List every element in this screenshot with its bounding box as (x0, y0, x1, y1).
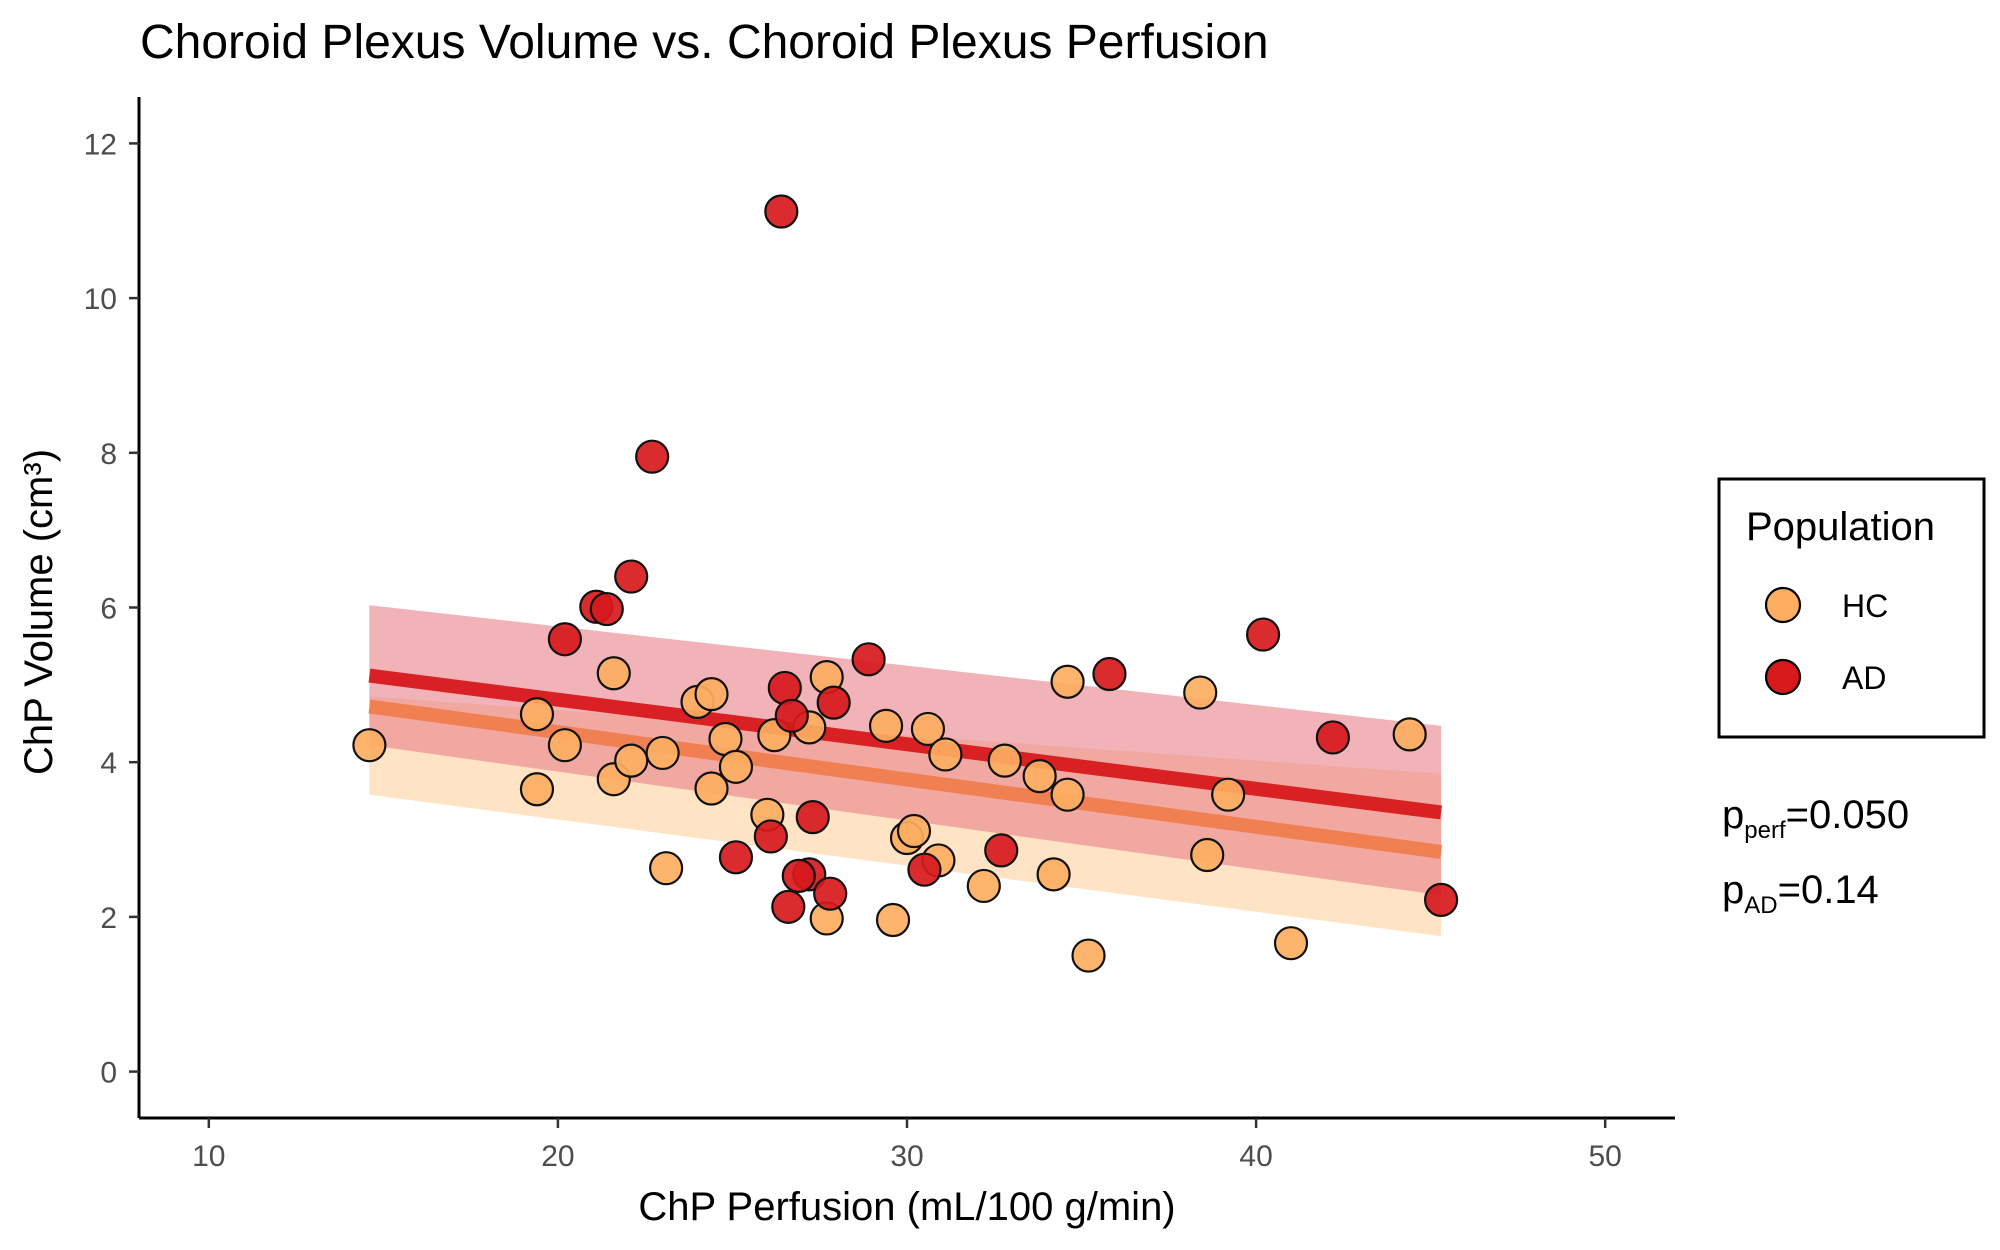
fit-line-hc (368, 699, 1443, 859)
point-hc (1071, 938, 1106, 973)
y-tick-label: 10 (84, 283, 117, 316)
point-ad (767, 670, 802, 706)
point-ad (753, 819, 788, 854)
y-axis-label: ChP Volume (cm³) (17, 449, 61, 775)
point-hc (928, 737, 963, 772)
point-ad (1245, 617, 1281, 652)
point-ad (1315, 720, 1350, 755)
point-hc (1183, 675, 1218, 710)
y-tick-label: 6 (100, 593, 117, 626)
point-hc (718, 749, 754, 784)
y-tick-label: 12 (84, 128, 117, 161)
point-ad (589, 591, 624, 627)
point-ad (984, 833, 1019, 868)
point-ad (813, 876, 848, 911)
y-axis-ticks: 0 2 4 6 8 10 12 (84, 128, 139, 1090)
point-hc (519, 772, 555, 807)
point-ad (781, 858, 816, 893)
point-hc (694, 677, 729, 712)
legend-title: Population (1746, 505, 1935, 549)
point-ad (907, 852, 942, 887)
p-value-perf-subscript: perf (1744, 817, 1786, 844)
point-ad (771, 889, 806, 924)
point-hc (1190, 837, 1225, 873)
point-ad (774, 698, 809, 733)
regression-lines (368, 668, 1443, 859)
point-ad (614, 559, 649, 594)
point-ad (718, 840, 754, 875)
point-ad (816, 685, 851, 720)
legend-box (1717, 477, 1986, 739)
point-hc (987, 743, 1022, 778)
point-ad (547, 622, 582, 657)
point-hc (1036, 857, 1071, 892)
point-ad (1424, 882, 1459, 917)
point-hc (896, 813, 932, 849)
x-tick-label: 10 (192, 1140, 225, 1173)
point-hc (1273, 926, 1309, 961)
y-tick-label: 2 (100, 902, 117, 935)
p-value-ad-symbol: p (1722, 868, 1744, 912)
point-hc (1050, 664, 1085, 699)
point-hc (352, 728, 387, 763)
point-hc (614, 743, 649, 778)
y-tick-label: 0 (100, 1057, 117, 1090)
point-hc (875, 902, 911, 938)
p-value-ad: pAD=0.14 (1722, 868, 1879, 919)
point-hc (596, 656, 631, 691)
point-hc (1211, 777, 1246, 812)
p-value-perf-symbol: p (1722, 793, 1744, 837)
y-tick-label: 4 (100, 747, 117, 780)
data-points (352, 194, 1459, 973)
x-tick-label: 20 (541, 1140, 574, 1173)
x-axis-label: ChP Perfusion (mL/100 g/min) (638, 1185, 1175, 1229)
x-axis-ticks: 10 20 30 40 50 (192, 1118, 1622, 1173)
legend-label-ad: AD (1842, 660, 1886, 696)
chart-title: Choroid Plexus Volume vs. Choroid Plexus… (140, 16, 1269, 69)
p-value-perf-value: =0.050 (1786, 793, 1909, 837)
legend-marker-hc (1764, 586, 1802, 624)
point-hc (547, 728, 582, 763)
legend-label-hc: HC (1842, 588, 1888, 624)
point-hc (1022, 759, 1057, 794)
point-hc (1392, 717, 1427, 752)
y-tick-label: 8 (100, 438, 117, 471)
x-tick-label: 30 (890, 1140, 923, 1173)
point-hc (868, 708, 904, 743)
confidence-bands (369, 605, 1442, 937)
point-hc (694, 771, 729, 806)
point-ad (764, 194, 799, 229)
point-ad (1092, 656, 1127, 692)
x-tick-label: 50 (1588, 1140, 1621, 1173)
p-value-ad-subscript: AD (1744, 892, 1777, 919)
p-value-ad-value: =0.14 (1778, 868, 1879, 912)
point-hc (649, 851, 684, 886)
point-hc (910, 711, 946, 747)
p-value-perf: pperf=0.050 (1722, 793, 1909, 844)
x-tick-label: 40 (1239, 1140, 1272, 1173)
point-ad (795, 800, 830, 835)
fit-line-ad (368, 668, 1442, 820)
point-ad (635, 439, 670, 474)
point-ad (851, 642, 886, 677)
legend: Population HC AD (1717, 477, 1986, 739)
legend-marker-ad (1764, 658, 1802, 696)
point-hc (645, 735, 680, 771)
point-hc (966, 868, 1001, 904)
point-hc (1050, 777, 1085, 812)
point-hc (519, 697, 555, 732)
